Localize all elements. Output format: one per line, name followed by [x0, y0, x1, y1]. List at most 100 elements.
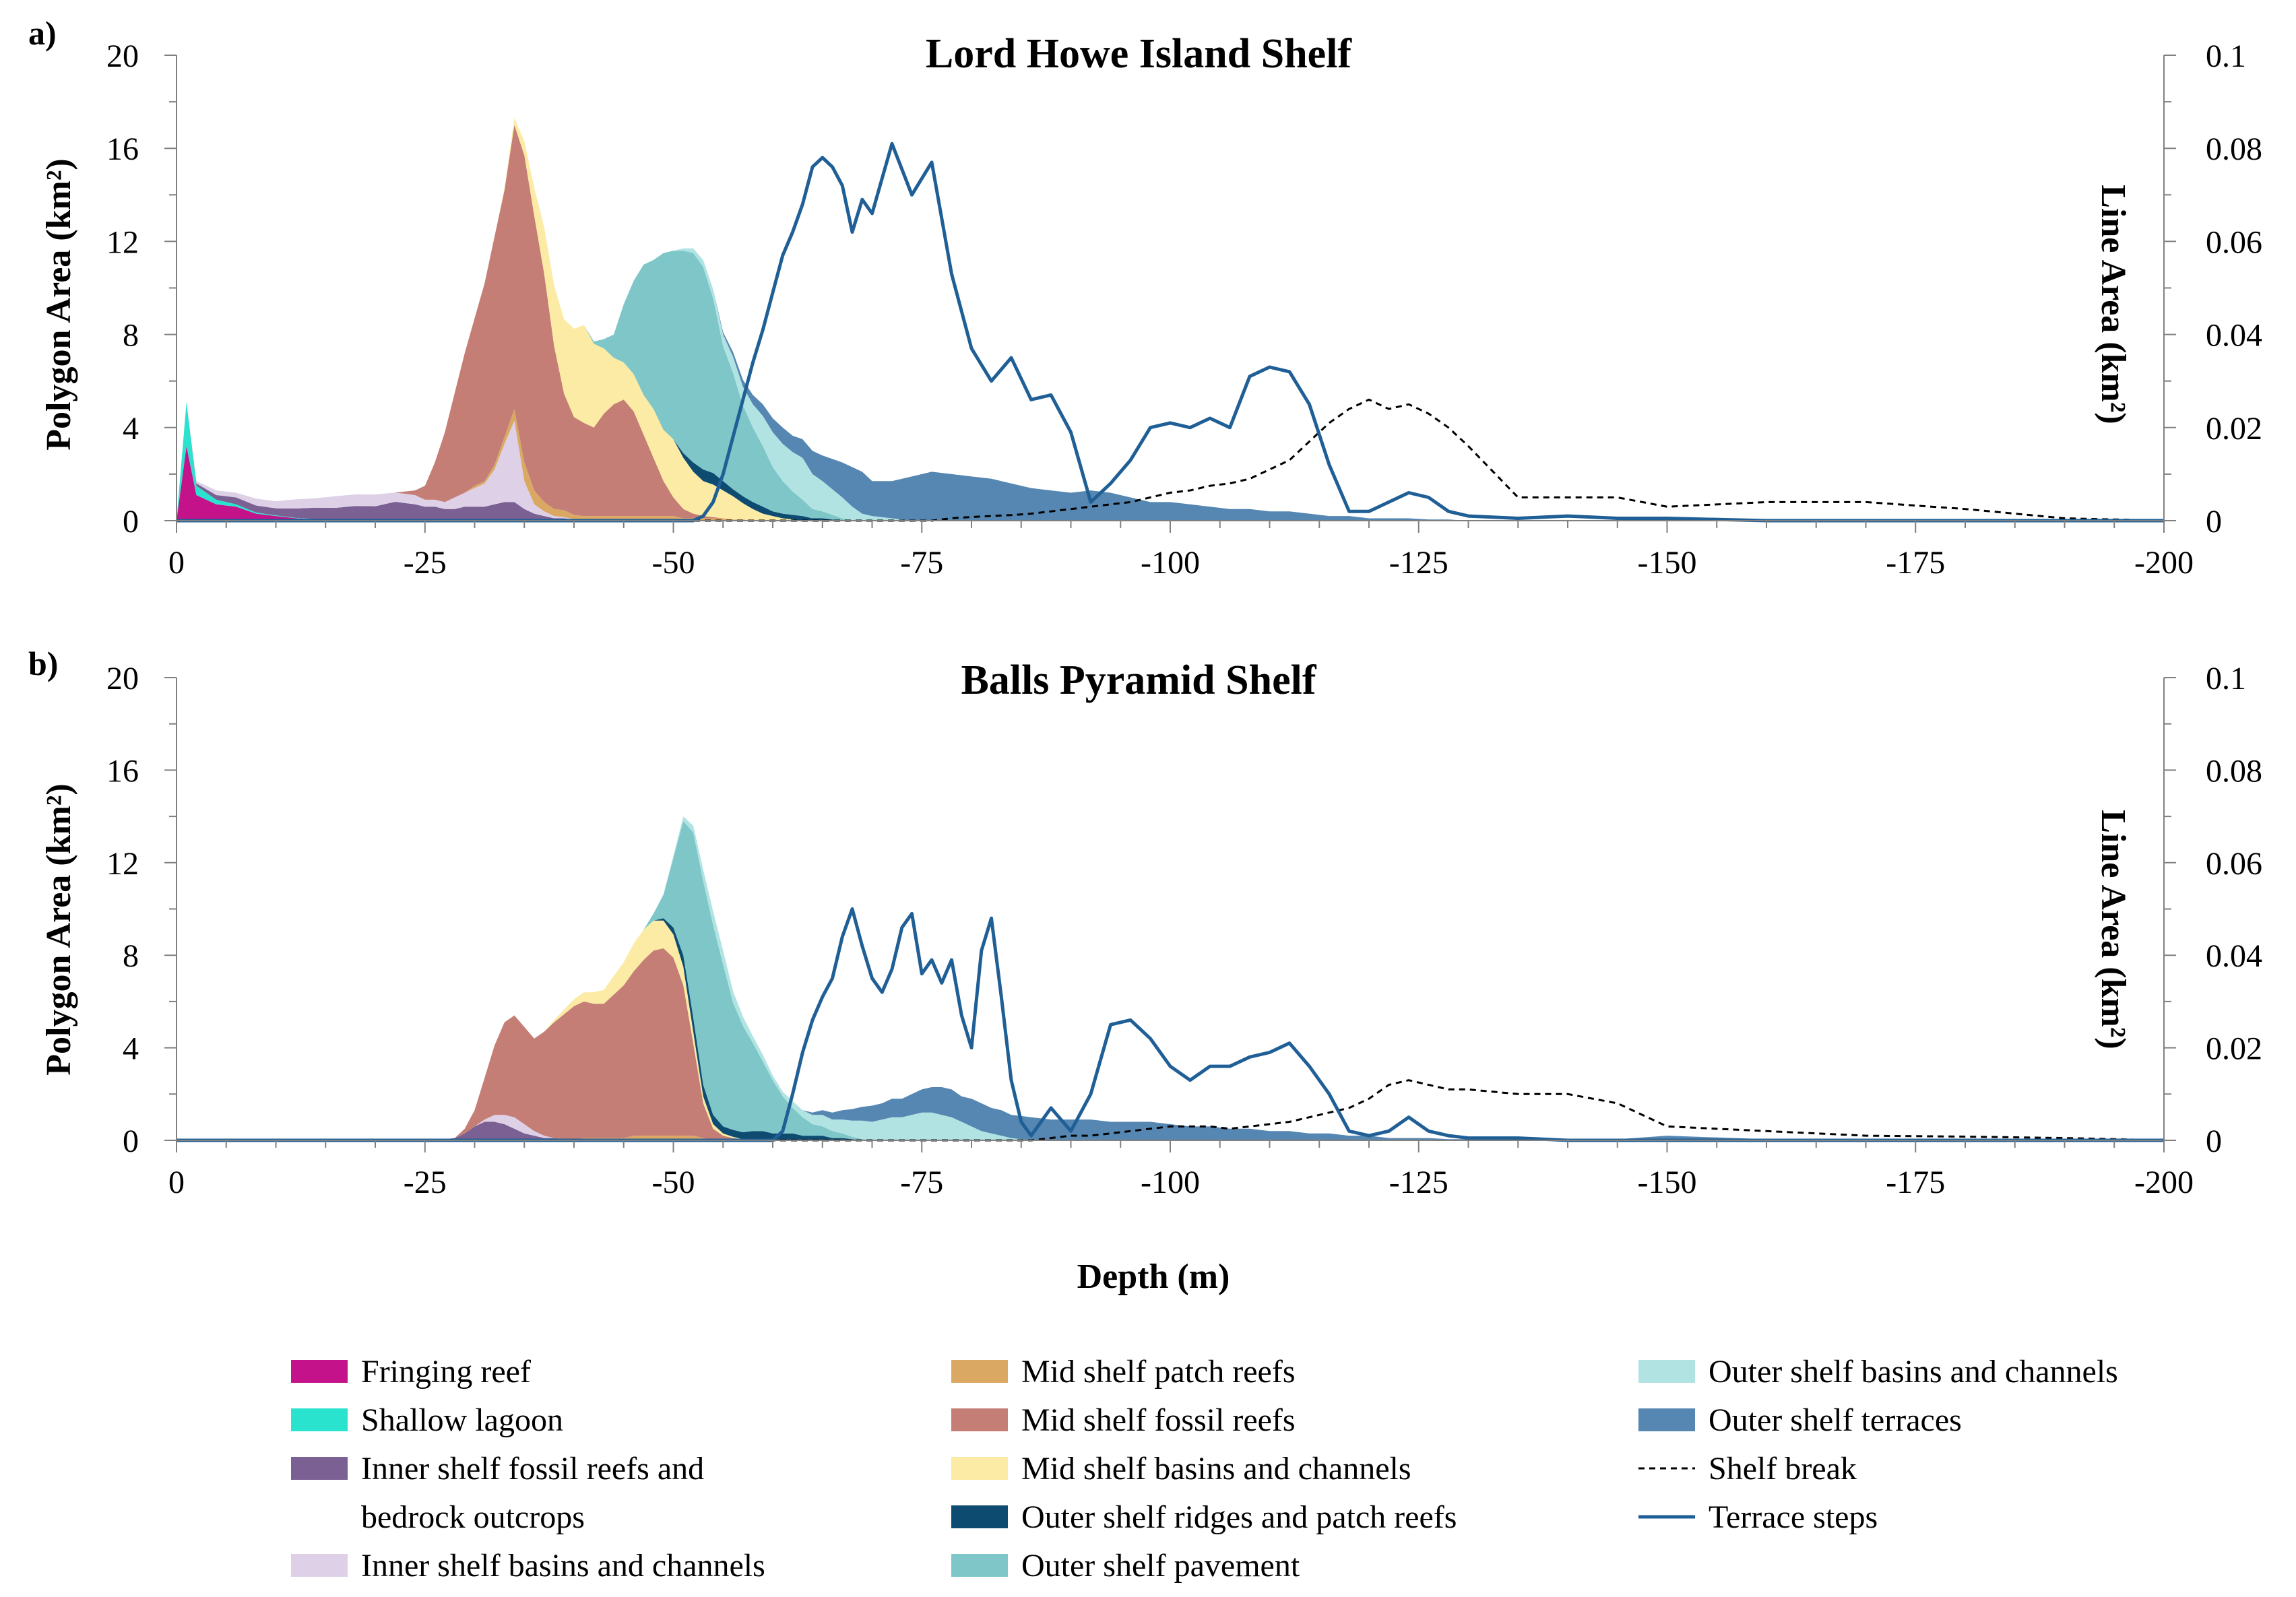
- legend-label: Inner shelf basins and channels: [361, 1548, 765, 1584]
- legend-label: bedrock outcrops: [361, 1499, 585, 1535]
- legend: Fringing reef Shallow lagoon Inner shelf f…: [291, 1354, 2118, 1584]
- legend-swatch: [291, 1360, 348, 1383]
- legend-item-mid-shelf-basins-and-channels: Mid shelf basins and channels: [951, 1451, 1411, 1487]
- x-tick-label: -75: [900, 545, 943, 581]
- x-tick-label: -75: [900, 1165, 943, 1200]
- area-outer-shelf-ridges-and-patch-reefs: [177, 918, 2164, 1140]
- y2-tick-label: 0.06: [2206, 224, 2262, 260]
- legend-item-mid-shelf-patch-reefs: Mid shelf patch reefs: [951, 1354, 1296, 1390]
- panel-label: b): [28, 645, 58, 682]
- legend-label: Shelf break: [1709, 1451, 1857, 1487]
- y2-tick-label: 0.1: [2206, 661, 2246, 696]
- y-axis-label: Polygon Area (km²): [40, 783, 78, 1076]
- legend-label: Terrace steps: [1709, 1499, 1878, 1535]
- y2-tick-label: 0.1: [2206, 38, 2246, 74]
- area-inner-shelf-fossil-reefs-and-bedrock-outcrops: [177, 401, 2164, 521]
- axes: [164, 55, 2176, 533]
- area-mid-shelf-fossil-reefs: [177, 948, 2164, 1140]
- y2-axis-label: Line Area (km²): [2094, 810, 2132, 1049]
- legend-label: Shallow lagoon: [361, 1402, 563, 1438]
- y2-axis-label: Line Area (km²): [2094, 185, 2132, 424]
- legend-item-mid-shelf-fossil-reefs: Mid shelf fossil reefs: [951, 1402, 1296, 1438]
- legend-label: Outer shelf ridges and patch reefs: [1021, 1499, 1457, 1535]
- legend-label: Fringing reef: [361, 1354, 531, 1390]
- chart-title: Balls Pyramid Shelf: [961, 657, 1316, 703]
- x-tick-label: -175: [1886, 545, 1945, 581]
- x-tick-label: -25: [404, 1165, 447, 1200]
- legend-label: Inner shelf fossil reefs and: [361, 1451, 704, 1487]
- x-tick-label: -200: [2134, 1165, 2194, 1200]
- y-tick-label: 12: [106, 846, 139, 882]
- x-tick-label: -125: [1389, 545, 1448, 581]
- panel-label: a): [28, 14, 57, 52]
- y-tick-label: 4: [123, 1031, 139, 1067]
- legend-item-shelf-break: Shelf break: [1638, 1451, 1857, 1487]
- y2-tick-label: 0: [2206, 1123, 2222, 1159]
- legend-item-outer-shelf-basins-and-channels: Outer shelf basins and channels: [1638, 1354, 2118, 1390]
- y-tick-label: 0: [123, 1123, 139, 1159]
- legend-swatch: [1638, 1360, 1695, 1383]
- area-outer-shelf-terraces: [177, 816, 2164, 1140]
- x-axis-label: Depth (m): [1077, 1258, 1230, 1296]
- area-outer-shelf-basins-and-channels: [177, 816, 2164, 1140]
- x-tick-label: 0: [168, 545, 185, 581]
- area-series-group: [177, 816, 2164, 1140]
- legend-label: Outer shelf terraces: [1709, 1402, 1962, 1438]
- panel-a: a) Lord Howe Island Shelf Polygon Area (…: [28, 14, 2262, 581]
- y2-tick-label: 0.02: [2206, 411, 2262, 447]
- x-tick-label: -200: [2134, 545, 2194, 581]
- y2-tick-label: 0.08: [2206, 131, 2262, 167]
- plot-area: 0 -25 -50 -75 -100 -125 -150 -175 -200 0 4 8 12 16 20 0…: [106, 38, 2262, 581]
- x-tick-label: -25: [404, 545, 447, 581]
- legend-swatch: [1638, 1408, 1695, 1431]
- x-tick-label: -50: [652, 1165, 695, 1200]
- y2-tick-label: 0: [2206, 504, 2222, 540]
- x-tick-label: 0: [168, 1165, 185, 1200]
- legend-item-terrace-steps: Terrace steps: [1638, 1499, 1878, 1535]
- y-tick-label: 16: [106, 131, 139, 167]
- y-tick-label: 12: [106, 224, 139, 260]
- x-tick-label: -50: [652, 545, 695, 581]
- x-tick-label: -150: [1638, 545, 1697, 581]
- y-tick-label: 8: [123, 318, 139, 354]
- legend-swatch: [951, 1457, 1008, 1480]
- legend-swatch: [951, 1408, 1008, 1431]
- line-terrace-steps: [177, 907, 2164, 1142]
- axes: [164, 677, 2176, 1152]
- legend-label: Mid shelf patch reefs: [1021, 1354, 1296, 1390]
- legend-item-outer-shelf-ridges-and-patch-reefs: Outer shelf ridges and patch reefs: [951, 1499, 1457, 1535]
- legend-item-outer-shelf-terraces: Outer shelf terraces: [1638, 1402, 1962, 1438]
- x-tick-label: -125: [1389, 1165, 1448, 1200]
- area-mid-shelf-fossil-reefs: [177, 125, 2164, 521]
- legend-item-shallow-lagoon: Shallow lagoon: [291, 1402, 563, 1438]
- y2-tick-label: 0.06: [2206, 846, 2262, 882]
- area-mid-shelf-basins-and-channels: [177, 920, 2164, 1140]
- legend-item-fringing-reef: Fringing reef: [291, 1354, 531, 1390]
- y-tick-label: 20: [106, 38, 139, 74]
- area-outer-shelf-pavement: [177, 821, 2164, 1140]
- y-axis-label: Polygon Area (km²): [40, 158, 78, 451]
- legend-swatch: [291, 1457, 348, 1480]
- legend-swatch: [291, 1408, 348, 1431]
- y-tick-label: 20: [106, 661, 139, 696]
- y2-tick-label: 0.04: [2206, 938, 2262, 974]
- y-tick-label: 8: [123, 938, 139, 974]
- legend-swatch: [291, 1554, 348, 1577]
- legend-label: Mid shelf basins and channels: [1021, 1451, 1411, 1487]
- y-tick-label: 0: [123, 504, 139, 540]
- legend-swatch: [951, 1505, 1008, 1528]
- y-tick-label: 4: [123, 411, 139, 447]
- x-tick-label: -100: [1141, 545, 1200, 581]
- y2-tick-label: 0.04: [2206, 318, 2262, 354]
- x-tick-label: -100: [1141, 1165, 1200, 1200]
- y-tick-label: 16: [106, 753, 139, 789]
- legend-swatch: [951, 1360, 1008, 1383]
- legend-label: Mid shelf fossil reefs: [1021, 1402, 1296, 1438]
- panel-b: b) Balls Pyramid Shelf Polygon Area (km²…: [28, 645, 2262, 1200]
- legend-label: Outer shelf pavement: [1021, 1548, 1300, 1584]
- legend-item-outer-shelf-pavement: Outer shelf pavement: [951, 1548, 1300, 1584]
- legend-swatch: [951, 1554, 1008, 1577]
- y2-tick-label: 0.08: [2206, 753, 2262, 789]
- legend-item-inner-shelf-fossil-reefs-and: Inner shelf fossil reefs and bedrock outc…: [291, 1451, 704, 1535]
